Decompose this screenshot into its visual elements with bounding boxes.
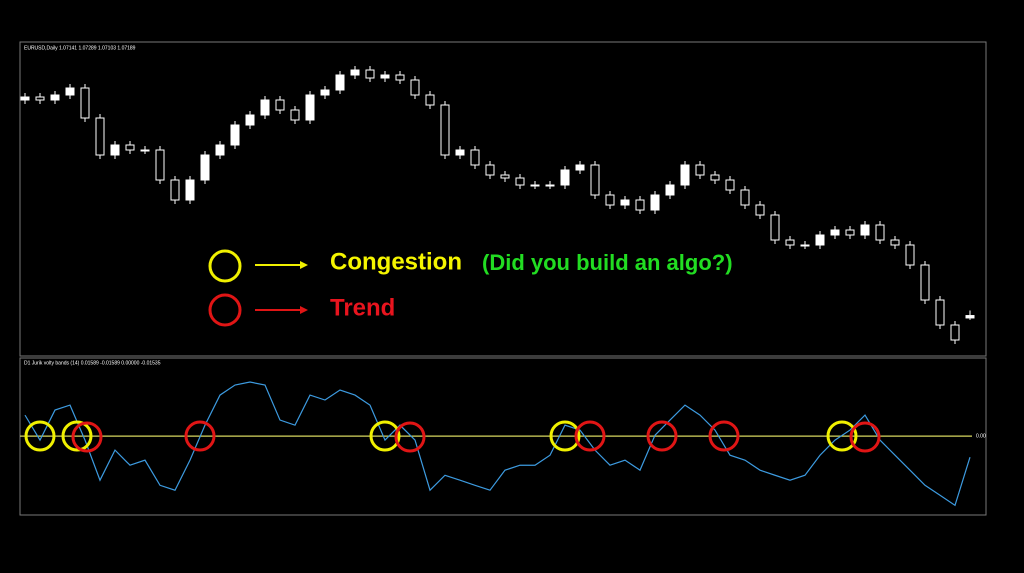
candle-body [110,144,120,156]
candle-body [455,149,465,156]
candle-body [290,109,300,121]
candle-body [410,79,420,96]
candle-body [260,99,270,116]
candle-body [380,74,390,79]
candle-body [335,74,345,91]
congestion-circle [61,420,93,452]
marks: 0.00 [20,66,986,507]
candle-body [170,179,180,201]
candle-body [920,264,930,301]
candle-body [710,174,720,181]
trend-circle [574,420,606,452]
candle-body [905,244,915,266]
candle-body [755,204,765,216]
candle-body [770,214,780,241]
candle-body [785,239,795,246]
candle-body [515,177,525,186]
candle-body [875,224,885,241]
congestion-circle [549,420,581,452]
candle-body [815,234,825,246]
candle-body [890,239,900,246]
candle-body [245,114,255,126]
main-panel-frame [19,41,987,357]
candle-body [950,324,960,341]
candle-body [740,189,750,206]
candle-body [350,69,360,76]
candle-body [845,229,855,236]
candle-body [935,299,945,326]
y-tick-label: 0.00 [976,433,986,439]
congestion-circle [826,420,858,452]
legend-trend: Trend [330,294,395,321]
candle-body [275,99,285,111]
candle-body [590,164,600,196]
main-header: EURUSD,Daily 1.07141 1.07289 1.07103 1.0… [24,45,136,51]
candle-body [125,144,135,151]
candle-body [605,194,615,206]
trend-circle [394,421,426,453]
candle-body [545,184,555,187]
indicator-header: D1 Jurik volty bands (14) 0.01589 -0.015… [24,360,161,366]
candle-body [485,164,495,176]
candle-body [395,74,405,81]
candle-body [725,179,735,191]
trend-circle [184,420,216,452]
candle-body [80,87,90,119]
candle-body [830,229,840,236]
legend-arrowhead [300,306,308,314]
trend-circle [646,420,678,452]
trend-circle [849,421,881,453]
candle-body [575,164,585,171]
candle-body [50,94,60,101]
candle-body [440,104,450,156]
indicator-line [24,381,971,507]
candle-body [470,149,480,166]
legend-trend-circle [208,293,242,327]
candle-body [650,194,660,211]
candle-body [20,96,30,101]
candle-body [665,184,675,196]
candle-body [200,154,210,181]
candle-body [65,87,75,96]
legend-congestion: Congestion [330,248,462,275]
candle-body [530,184,540,187]
candle-body [680,164,690,186]
candle-body [860,224,870,236]
candle-body [620,199,630,206]
candle-body [365,69,375,79]
candle-body [500,174,510,179]
candle-body [695,164,705,176]
legend-arrowhead [300,261,308,269]
candle-body [425,94,435,106]
candle-body [230,124,240,146]
candle-body [140,149,150,152]
annotation-question: (Did you build an algo?) [482,250,733,275]
candle-body [965,315,975,319]
candle-body [155,149,165,181]
candle-body [635,199,645,211]
trend-circle [71,421,103,453]
candle-body [800,244,810,247]
candle-body [215,144,225,156]
congestion-circle [369,420,401,452]
candle-body [95,117,105,156]
trend-circle [708,420,740,452]
candle-body [305,94,315,121]
candle-body [320,89,330,96]
candle-body [35,96,45,101]
candle-body [185,179,195,201]
congestion-circle [24,420,56,452]
candle-body [560,169,570,186]
legend-congestion-circle [208,249,242,283]
circles [24,420,881,453]
legend: Congestion (Did you build an algo?) Tren… [208,248,733,327]
